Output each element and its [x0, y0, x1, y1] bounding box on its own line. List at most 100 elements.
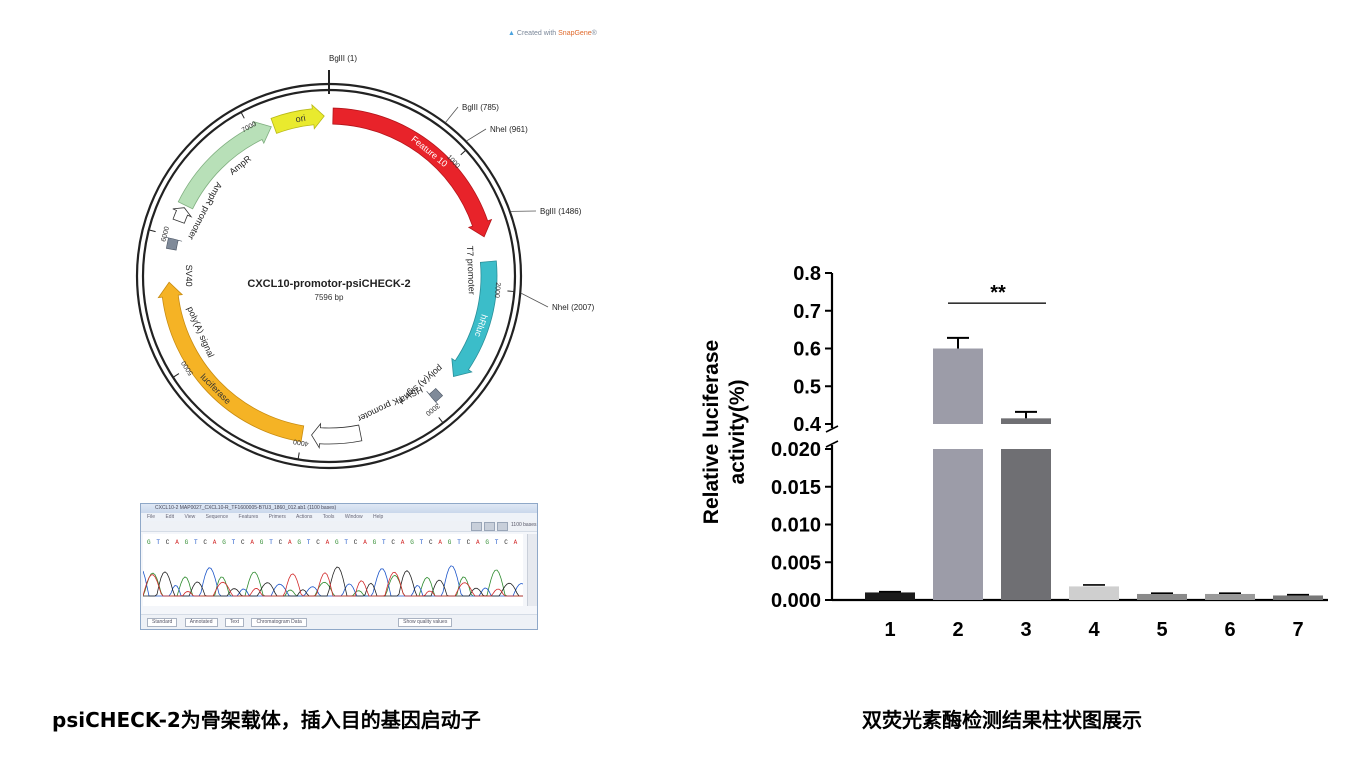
zoom-in-button[interactable] — [471, 522, 482, 531]
base-call: A — [326, 539, 330, 546]
y-axis-label-line1: Relative luciferase — [700, 340, 723, 524]
y-tick-label: 0.005 — [771, 552, 821, 574]
base-call: G — [410, 539, 414, 546]
bar — [933, 348, 983, 424]
y-tick-label: 0.4 — [793, 414, 822, 436]
bar — [1205, 593, 1255, 600]
luciferase-arrow — [157, 281, 305, 443]
y-tick-label: 0.5 — [793, 376, 821, 398]
base-call: G — [335, 539, 339, 546]
luciferase-bar-chart: 0.000 0.005 0.010 0.015 0.020 0.4 0.5 0.6 0.7 0.8… — [700, 263, 1328, 641]
fit-button[interactable] — [497, 522, 508, 531]
quality-checkbox[interactable]: Show quality values — [398, 618, 453, 627]
snapgene-watermark: ▲ Created with SnapGene® — [508, 30, 597, 37]
y-tick-label: 0.015 — [771, 477, 821, 499]
bar — [1001, 449, 1051, 600]
base-call: A — [175, 539, 179, 546]
x-tick-label: 2 — [952, 619, 963, 641]
hsv-tk-promoter-arrow — [311, 422, 363, 450]
y-tick-label: 0.000 — [771, 590, 821, 612]
trace-line — [143, 571, 523, 597]
ampr-arrow — [177, 120, 272, 210]
menu-item[interactable]: File — [147, 514, 156, 520]
feature-10-label: Feature 10 — [409, 134, 449, 169]
menu-item[interactable]: Help — [373, 514, 384, 520]
standard-view-button[interactable]: Standard — [147, 618, 178, 627]
base-call: C — [391, 539, 395, 546]
ori-label: ori — [295, 113, 307, 125]
zoom-out-button[interactable] — [484, 522, 495, 531]
menu-item[interactable]: Window — [344, 514, 363, 520]
base-call: A — [514, 539, 518, 546]
base-call: C — [279, 539, 283, 546]
site-label: NheI (2007) — [552, 303, 595, 312]
caption-right: 双荧光素酶检测结果柱状图展示 — [862, 708, 1142, 732]
bar — [1001, 418, 1051, 424]
menu-item[interactable]: Tools — [322, 514, 335, 520]
site-label: BglII (1) — [329, 54, 357, 63]
base-call: G — [448, 539, 452, 546]
toolbar: 1100 bases — [141, 521, 537, 532]
base-call: A — [288, 539, 292, 546]
base-call: T — [382, 539, 386, 546]
x-tick-label: 6 — [1224, 619, 1235, 641]
annotated-view-button[interactable]: Annotated — [184, 618, 218, 627]
ampr-promoter-arrow — [172, 207, 193, 224]
menu-item[interactable]: Features — [238, 514, 259, 520]
base-call: C — [354, 539, 358, 546]
tick-mark — [438, 417, 443, 423]
y-tick-label: 0.010 — [771, 515, 821, 537]
site-label: NheI (961) — [490, 125, 528, 134]
y-tick-label: 0.8 — [793, 263, 821, 285]
base-call: C — [203, 539, 207, 546]
text-view-button[interactable]: Text — [224, 618, 245, 627]
site-leader-line — [521, 292, 549, 308]
x-tick-label: 5 — [1156, 619, 1167, 641]
base-call: G — [260, 539, 264, 546]
plasmid-length: 7596 bp — [315, 293, 344, 302]
base-call: C — [316, 539, 320, 546]
snapgene-logo-icon: ▲ — [508, 30, 515, 37]
vertical-scrollbar[interactable] — [527, 534, 537, 606]
feature-10-arrow — [332, 107, 493, 238]
chromatogram-data-button[interactable]: Chromatogram Data — [251, 618, 307, 627]
base-call: T — [457, 539, 461, 546]
tick-label: 2000 — [493, 282, 501, 298]
tick-label: 6000 — [160, 226, 171, 243]
tick-mark — [460, 150, 466, 156]
menu-item[interactable]: Sequence — [205, 514, 229, 520]
x-tick-label: 1 — [884, 619, 895, 641]
y-tick-label: 0.020 — [771, 439, 821, 461]
y-tick-label: 0.7 — [793, 301, 821, 323]
significance-label: ** — [990, 282, 1006, 304]
base-call: G — [147, 539, 151, 546]
base-call: A — [401, 539, 405, 546]
base-call: G — [185, 539, 189, 546]
base-call: A — [476, 539, 480, 546]
ori-arrow — [270, 103, 325, 134]
tick-mark — [149, 229, 156, 233]
plasmid-title: CXCL10-promotor-psiCHECK-2 — [247, 278, 410, 290]
base-call: C — [166, 539, 170, 546]
base-call: T — [269, 539, 273, 546]
menu-item[interactable]: Edit — [165, 514, 175, 520]
t7-promoter-label: T7 promoter — [465, 246, 477, 295]
base-call: T — [420, 539, 424, 546]
restriction-sites: BglII (1) BglII (785) NheI (961) BglII (148… — [329, 54, 595, 312]
base-call: G — [485, 539, 489, 546]
polya-box — [426, 387, 444, 406]
base-call: G — [222, 539, 226, 546]
tick-mark — [173, 373, 180, 378]
bar — [1273, 595, 1323, 600]
menu-item[interactable]: Primers — [268, 514, 286, 520]
bar — [1137, 593, 1187, 600]
base-call: C — [429, 539, 433, 546]
menu-item[interactable]: View — [184, 514, 196, 520]
sv40-label: SV40 — [184, 265, 194, 287]
menu-item[interactable]: Actions — [296, 514, 313, 520]
bar — [1069, 586, 1119, 600]
base-call: A — [363, 539, 367, 546]
y-axis-label-line2: activity(%) — [726, 379, 749, 484]
